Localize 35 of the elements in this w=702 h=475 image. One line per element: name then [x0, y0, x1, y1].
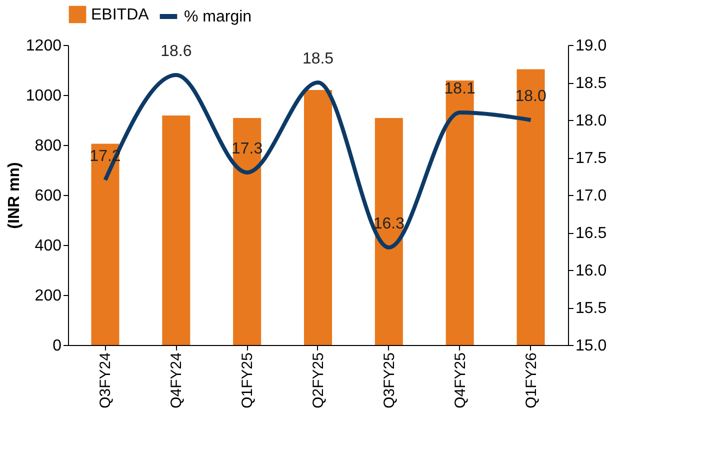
bar — [91, 144, 120, 345]
y-tick-label: 1000 — [26, 88, 62, 104]
x-tick-label: Q3FY25 — [380, 352, 398, 408]
y2-tick-label: 18.0 — [576, 112, 607, 130]
data-label: 18.6 — [160, 43, 192, 60]
x-tick-label: Q3FY24 — [97, 352, 114, 408]
y-tick-label: 0 — [52, 338, 62, 354]
y2-tick-label: 19.0 — [576, 38, 607, 54]
y2-tick-label: 17.5 — [576, 150, 607, 167]
x-tick-label: Q4FY25 — [452, 352, 469, 408]
x-tick-label: Q2FY25 — [310, 352, 327, 408]
y2-tick-label: 15.0 — [576, 338, 607, 354]
y2-tick-label: 17.0 — [576, 188, 607, 204]
data-label: 18.5 — [302, 50, 334, 68]
bar — [516, 69, 545, 345]
bar — [304, 90, 332, 345]
y-tick-label: 400 — [34, 238, 62, 254]
y2-tick-label: 16.5 — [576, 225, 607, 242]
y-tick-label: 800 — [34, 138, 62, 154]
y2-tick-label: 15.5 — [576, 300, 607, 317]
bar — [374, 118, 403, 345]
y-tick-label: 200 — [34, 288, 62, 304]
bar — [233, 118, 262, 345]
bar — [162, 116, 190, 345]
y2-tick-label: 18.5 — [576, 75, 607, 92]
x-tick-label: Q1FY25 — [239, 352, 256, 408]
x-tick-label: Q1FY26 — [522, 352, 540, 408]
y-tick-label: 600 — [34, 188, 62, 204]
bar — [446, 80, 474, 345]
y-axis-title: (INR mn) — [6, 162, 23, 229]
y-tick-label: 1200 — [26, 38, 62, 54]
x-tick-label: Q4FY24 — [168, 352, 186, 408]
y2-tick-label: 16.0 — [576, 262, 607, 280]
legend-label: EBITDA — [91, 6, 150, 24]
legend-label: % margin — [184, 8, 252, 26]
